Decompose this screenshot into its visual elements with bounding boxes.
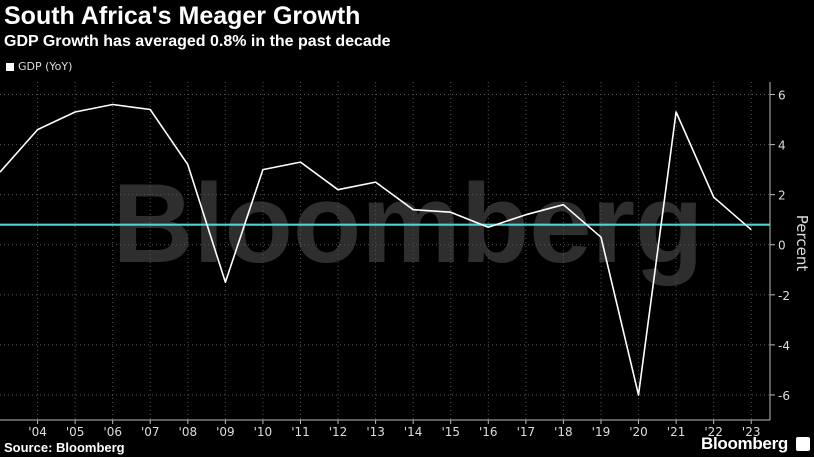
y-axis-label: Percent: [793, 215, 811, 272]
x-tick-label: '12: [329, 425, 348, 439]
axes: 6 4 2 0 -2 -4 -6 '04 '05 '06 '07 '08 '09 '10 '11 '12 '13…: [0, 82, 811, 439]
x-tick-label: '09: [216, 425, 235, 439]
bloomberg-watermark: Bloomberg: [112, 161, 703, 286]
x-tick-label: '06: [103, 425, 122, 439]
y-tick-label: 6: [778, 89, 786, 103]
bloomberg-terminal-icon: [796, 437, 810, 451]
y-tick-label: 4: [778, 139, 786, 153]
x-tick-label: '20: [629, 425, 648, 439]
x-tick-label: '18: [554, 425, 573, 439]
x-tick-label: '23: [742, 425, 761, 439]
series-gdp: [0, 103, 752, 396]
chart-subtitle: GDP Growth has averaged 0.8% in the past…: [4, 33, 391, 50]
x-tick-label: '07: [141, 425, 160, 439]
x-tick-label: '17: [517, 425, 536, 439]
x-tick-label: '05: [66, 425, 85, 439]
x-tick-label: '04: [28, 425, 47, 439]
y-tick-label: 0: [778, 239, 786, 253]
x-tick-label: '11: [291, 425, 310, 439]
x-tick-label: '10: [254, 425, 273, 439]
chart-title: South Africa's Meager Growth: [4, 2, 361, 30]
source-note: Source: Bloomberg: [4, 440, 125, 455]
legend-swatch-gdp: [6, 62, 14, 71]
y-tick-label: 2: [778, 189, 786, 203]
x-tick-label: '16: [479, 425, 498, 439]
legend-label-gdp: GDP (YoY): [18, 60, 73, 73]
x-tick-label: '19: [592, 425, 611, 439]
series-line-gdp: [0, 103, 752, 396]
x-tick-label: '13: [366, 425, 385, 439]
bloomberg-brand: Bloomberg: [700, 434, 788, 453]
legend: GDP (YoY): [6, 60, 72, 73]
y-tick-label: -2: [778, 289, 790, 303]
grid: [0, 82, 770, 420]
x-tick-label: '22: [704, 425, 723, 439]
x-tick-label: '08: [179, 425, 198, 439]
x-tick-label: '21: [667, 425, 686, 439]
x-tick-label: '14: [404, 425, 423, 439]
y-tick-label: -4: [778, 339, 790, 353]
x-tick-label: '15: [441, 425, 460, 439]
y-tick-label: -6: [778, 389, 790, 403]
